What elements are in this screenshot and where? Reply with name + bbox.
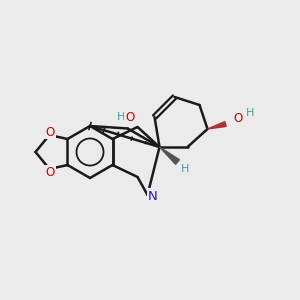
Text: N: N [148,190,158,202]
Polygon shape [160,147,179,164]
Text: O: O [125,111,134,124]
Text: H: H [117,112,125,122]
Text: H: H [246,108,255,118]
Polygon shape [208,122,226,129]
Text: O: O [233,112,242,125]
Text: O: O [46,125,55,139]
Text: O: O [46,166,55,178]
Text: H: H [181,164,190,174]
